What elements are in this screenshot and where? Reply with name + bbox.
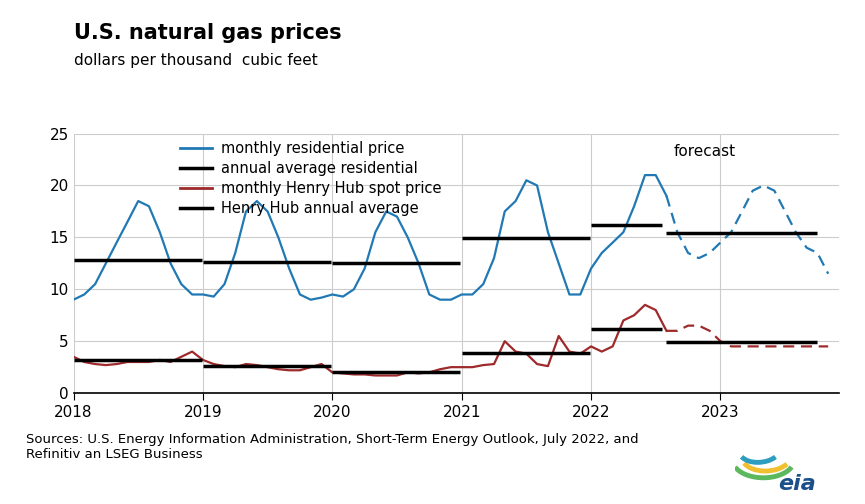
Text: dollars per thousand  cubic feet: dollars per thousand cubic feet [74,53,317,68]
Text: Sources: U.S. Energy Information Administration, Short-Term Energy Outlook, July: Sources: U.S. Energy Information Adminis… [26,433,638,462]
Legend: monthly residential price, annual average residential, monthly Henry Hub spot pr: monthly residential price, annual averag… [180,141,442,216]
Text: eia: eia [778,474,816,494]
Text: U.S. natural gas prices: U.S. natural gas prices [74,23,341,43]
Text: forecast: forecast [674,144,736,159]
